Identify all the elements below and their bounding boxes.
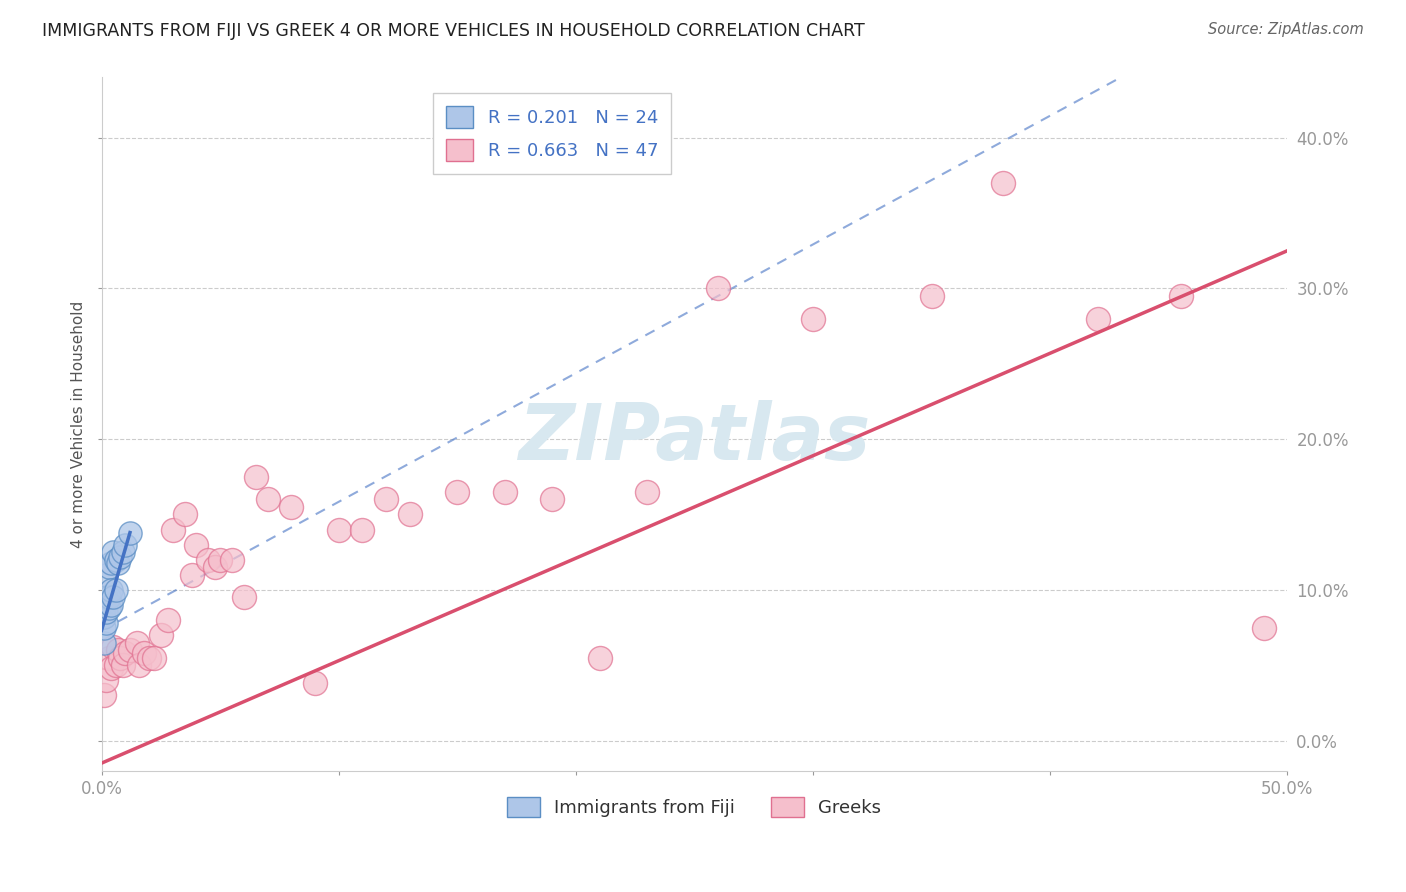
Point (93, 689, 115, 703)
Point (180, 567, 202, 582)
Point (100, 556, 122, 570)
Point (107, 556, 129, 570)
Point (93, 635, 115, 649)
Point (245, 470, 267, 484)
Point (93, 601, 115, 615)
Point (921, 289, 943, 303)
Point (96, 591, 118, 605)
Point (232, 591, 254, 605)
Point (104, 582, 127, 597)
Point (138, 650, 160, 665)
Point (111, 658, 134, 673)
Point (398, 508, 420, 522)
Text: Source: ZipAtlas.com: Source: ZipAtlas.com (1208, 22, 1364, 37)
Point (96, 567, 118, 582)
Text: IMMIGRANTS FROM FIJI VS GREEK 4 OR MORE VEHICLES IN HOUSEHOLD CORRELATION CHART: IMMIGRANTS FROM FIJI VS GREEK 4 OR MORE … (42, 22, 865, 40)
Point (93, 610, 115, 624)
Point (114, 538, 136, 552)
Point (375, 492, 398, 507)
Point (541, 492, 564, 507)
Point (156, 613, 179, 627)
Point (114, 646, 136, 660)
Point (186, 538, 208, 552)
Point (588, 650, 610, 665)
Point (173, 508, 195, 522)
Point (127, 635, 149, 649)
Point (103, 591, 125, 605)
Point (111, 545, 134, 559)
Point (280, 500, 302, 514)
Point (110, 549, 132, 564)
Point (96, 673, 118, 688)
Point (149, 628, 172, 642)
Point (103, 545, 125, 559)
Point (97, 650, 120, 665)
Point (494, 484, 516, 499)
Point (801, 311, 824, 326)
Point (991, 176, 1014, 190)
Point (221, 552, 243, 566)
Point (352, 523, 374, 537)
Point (328, 523, 350, 537)
Point (707, 281, 730, 295)
Point (97, 560, 120, 574)
Point (97, 591, 120, 605)
Point (96, 606, 118, 620)
Point (93, 591, 115, 605)
Point (446, 484, 468, 499)
Point (304, 676, 326, 690)
Point (128, 658, 150, 673)
Point (104, 552, 127, 566)
Point (204, 560, 226, 574)
Point (142, 650, 165, 665)
Point (1170, 289, 1192, 303)
Point (197, 552, 219, 566)
Point (93, 620, 115, 634)
Point (636, 484, 658, 499)
Point (100, 582, 122, 597)
Point (209, 552, 232, 566)
Point (107, 643, 129, 657)
Point (100, 661, 122, 675)
Point (162, 523, 184, 537)
Point (118, 525, 141, 540)
Y-axis label: 4 or more Vehicles in Household: 4 or more Vehicles in Household (72, 301, 86, 548)
Point (96, 615, 118, 630)
Text: ZIPatlas: ZIPatlas (519, 400, 870, 476)
Point (118, 643, 141, 657)
Point (103, 640, 125, 654)
Point (110, 650, 132, 665)
Point (104, 658, 127, 673)
Point (134, 646, 156, 660)
Point (100, 598, 122, 612)
Legend: Immigrants from Fiji, Greeks: Immigrants from Fiji, Greeks (501, 789, 889, 824)
Point (1253, 620, 1275, 634)
Point (256, 492, 278, 507)
Point (1087, 311, 1109, 326)
Point (97, 601, 120, 615)
